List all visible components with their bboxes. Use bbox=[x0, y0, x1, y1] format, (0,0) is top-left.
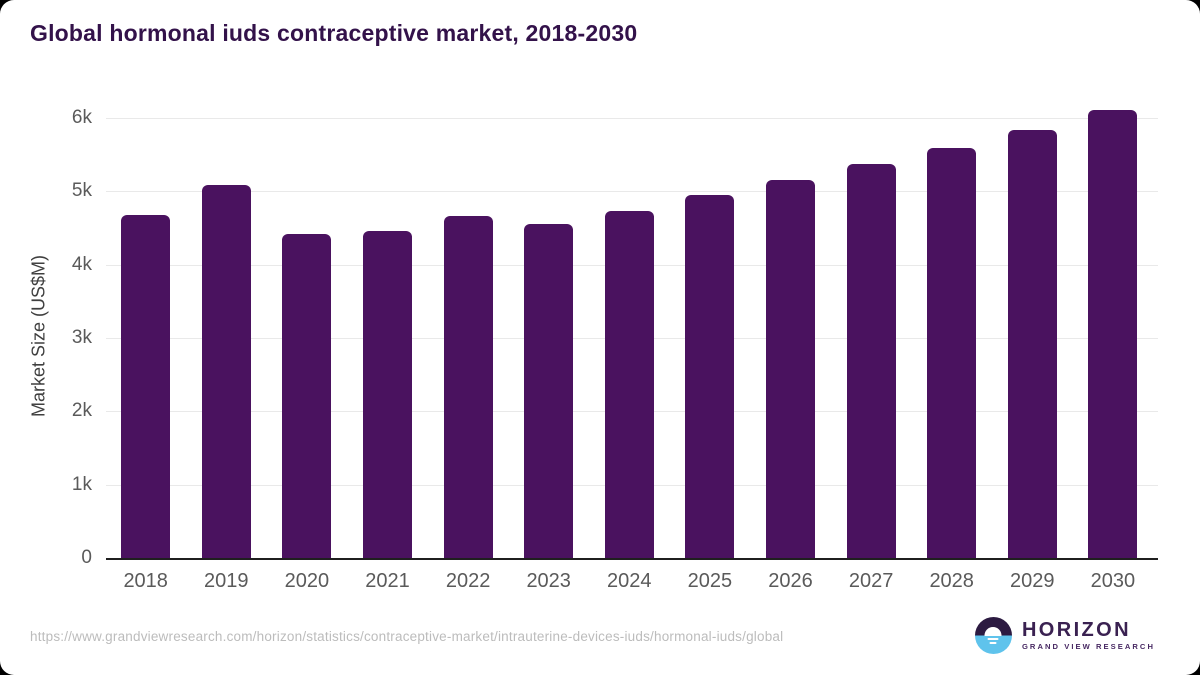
bar-2019[interactable] bbox=[201, 184, 251, 558]
y-tick-label-6k: 6k bbox=[71, 107, 92, 129]
chart-title: Global hormonal iuds contraceptive marke… bbox=[30, 20, 638, 46]
water-ripple-shape bbox=[987, 637, 999, 640]
y-tick-label-3k: 3k bbox=[71, 327, 92, 349]
bar-2030[interactable] bbox=[1088, 110, 1138, 558]
y-tick-label-2k: 2k bbox=[71, 400, 92, 422]
bar-2022[interactable] bbox=[443, 215, 493, 558]
bar-2023[interactable] bbox=[524, 223, 574, 558]
x-tick-label-2019: 2019 bbox=[204, 570, 249, 592]
source-url[interactable]: https://www.grandviewresearch.com/horizo… bbox=[30, 629, 784, 644]
bar-2026[interactable] bbox=[766, 179, 815, 558]
y-tick-label-1k: 1k bbox=[71, 473, 92, 495]
x-tick-label-2023: 2023 bbox=[526, 570, 571, 592]
sun-dome-shape bbox=[984, 626, 1002, 636]
x-tick-label-2025: 2025 bbox=[687, 570, 733, 592]
x-tick-label-2029: 2029 bbox=[1010, 570, 1055, 592]
gridline-5k bbox=[106, 191, 1158, 193]
bar-2020[interactable] bbox=[282, 234, 332, 558]
x-tick-label-2020: 2020 bbox=[284, 570, 330, 592]
y-tick-label-4k: 4k bbox=[71, 253, 92, 275]
logo-text: HORIZON GRAND VIEW RESEARCH bbox=[1022, 620, 1155, 651]
bar-2025[interactable] bbox=[685, 195, 735, 558]
x-tick-label-2026: 2026 bbox=[768, 570, 813, 592]
x-tick-label-2022: 2022 bbox=[445, 570, 491, 592]
x-tick-label-2024: 2024 bbox=[607, 570, 652, 592]
x-tick-label-2021: 2021 bbox=[365, 570, 410, 592]
gridline-6k bbox=[106, 118, 1158, 120]
x-tick-label-2030: 2030 bbox=[1090, 570, 1136, 592]
y-tick-label-5k: 5k bbox=[71, 180, 92, 202]
bar-2028[interactable] bbox=[927, 147, 977, 558]
bar-2024[interactable] bbox=[604, 210, 654, 558]
x-tick-label-2028: 2028 bbox=[929, 570, 974, 592]
bar-2021[interactable] bbox=[363, 231, 412, 558]
bar-2029[interactable] bbox=[1007, 129, 1057, 558]
logo-subtitle: GRAND VIEW RESEARCH bbox=[1021, 642, 1155, 652]
x-axis-line bbox=[106, 558, 1158, 560]
bar-2027[interactable] bbox=[846, 164, 896, 558]
y-tick-label-0: 0 bbox=[81, 547, 92, 568]
x-tick-label-2018: 2018 bbox=[123, 570, 168, 592]
logo-name: HORIZON bbox=[1021, 619, 1131, 642]
x-tick-label-2027: 2027 bbox=[848, 570, 894, 592]
horizon-sun-over-water-icon bbox=[974, 617, 1012, 654]
water-ripple-shape bbox=[989, 641, 997, 644]
horizon-logo[interactable]: HORIZON GRAND VIEW RESEARCH bbox=[974, 617, 1155, 654]
bar-2018[interactable] bbox=[121, 214, 171, 558]
